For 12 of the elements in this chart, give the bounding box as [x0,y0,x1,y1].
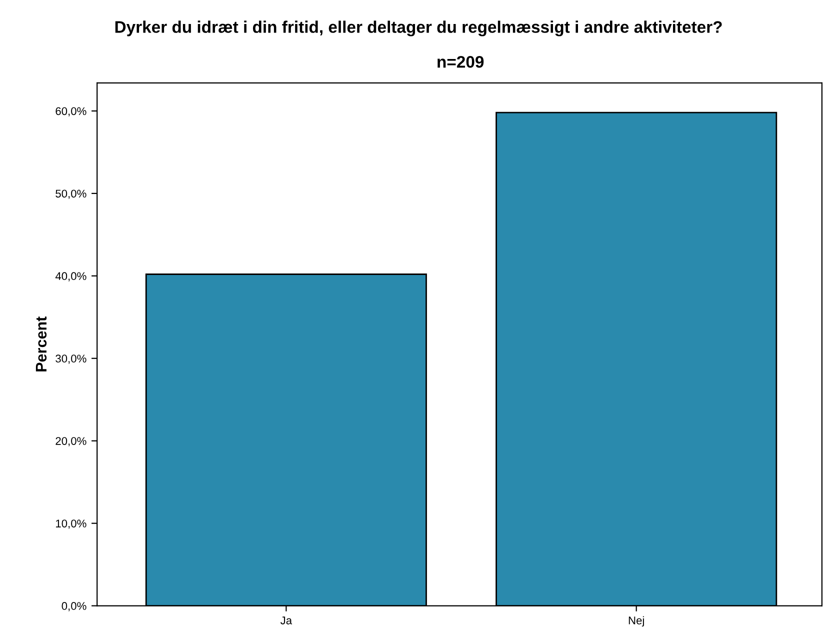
y-tick-label: 60,0% [56,107,86,116]
y-tick-label: 20,0% [56,437,86,446]
x-tick-label: Ja [280,616,292,624]
x-tick-label: Nej [628,616,644,627]
y-tick-label: 50,0% [56,190,86,199]
chart-subtitle: n=209 [438,56,484,68]
y-tick-label: 10,0% [56,520,86,529]
y-tick-label: 30,0% [56,354,86,364]
y-axis-title: Percent [36,316,47,372]
chart-title: Dyrker du idræt i din fritid, eller deltager du regelmæssigt i andre aktiviteter? [115,20,722,36]
y-tick-label: 0,0% [62,602,86,612]
y-tick-label: 40,0% [55,272,86,282]
